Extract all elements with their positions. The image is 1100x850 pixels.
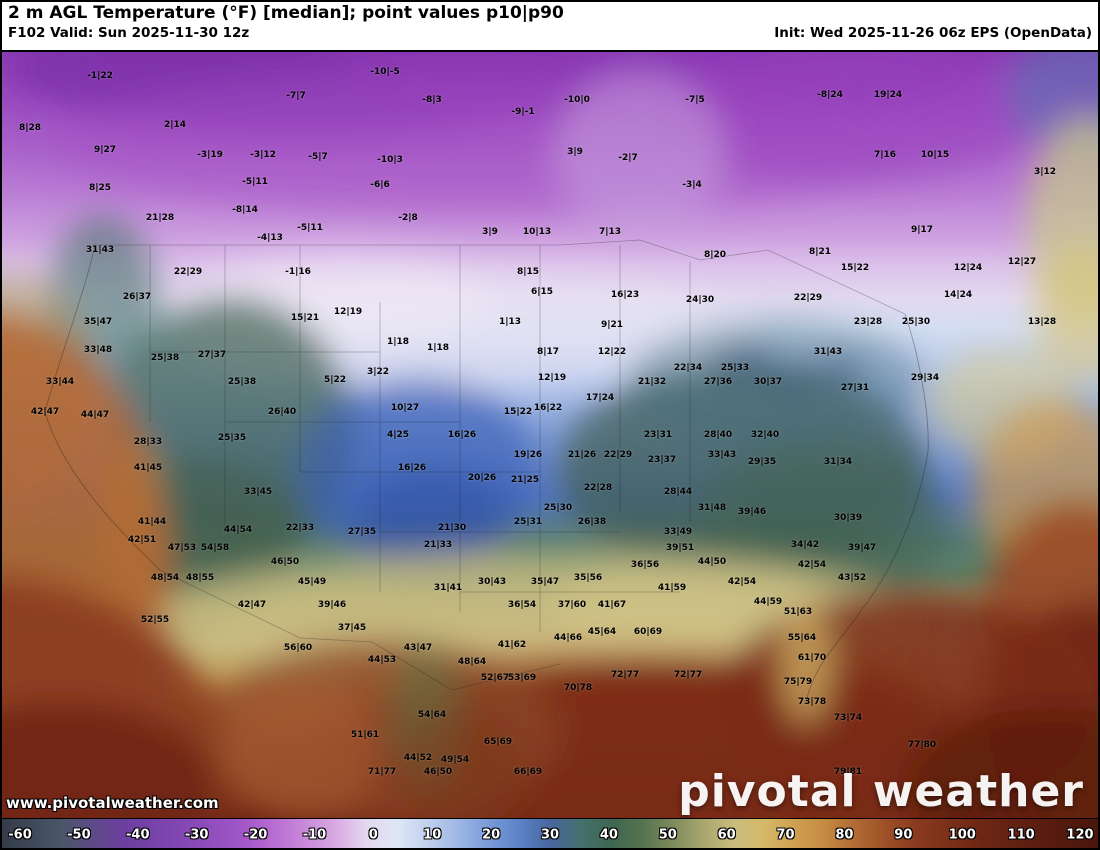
colorbar-tick-label: 60 <box>717 827 736 842</box>
colorbar-tick-label: -50 <box>67 827 91 842</box>
temperature-field-svg <box>0 52 1100 818</box>
coastlines <box>44 244 929 703</box>
colorbar-tick-label: 40 <box>599 827 618 842</box>
colorbar-tick-label: 30 <box>540 827 560 842</box>
colorbar-tick-label: 50 <box>658 827 677 842</box>
colorbar-tick-label: -20 <box>243 827 268 842</box>
temperature-field-blobs <box>0 52 1100 818</box>
valid-time-label: F102 Valid: Sun 2025-11-30 12z <box>8 25 250 42</box>
colorbar-tick-label: 100 <box>948 827 976 842</box>
pivotal-weather-logo: pivotal weather <box>678 765 1084 817</box>
colorbar-tick-label: -40 <box>126 827 150 842</box>
colorbar-tick-label: 80 <box>835 827 854 842</box>
colorbar-tick-label: -60 <box>8 827 32 842</box>
colorbar-tick-label: 10 <box>423 827 442 842</box>
colorbar-tick-label: 0 <box>368 827 378 842</box>
colorbar-tick-label: 90 <box>894 827 913 842</box>
colorbar-tick-label: 20 <box>482 827 501 842</box>
colorbar-tick-label: 70 <box>776 827 795 842</box>
page-title: 2 m AGL Temperature (°F) [median]; point… <box>8 3 564 23</box>
colorbar-tick-label: 110 <box>1007 827 1035 842</box>
colorbar-tick-label: -10 <box>302 827 327 842</box>
state-borders <box>92 239 906 691</box>
temperature-colorbar: -60 -50 -40 -30 -20 -10 0 10 20 30 40 50 60 70 80 90 100… <box>0 818 1100 850</box>
init-time-label: Init: Wed 2025-11-26 06z EPS (OpenData) <box>774 25 1092 42</box>
colorbar-tick-label: -30 <box>184 827 209 842</box>
watermark-url: www.pivotalweather.com <box>6 794 219 812</box>
header-subrow: F102 Valid: Sun 2025-11-30 12z Init: Wed… <box>8 25 1092 41</box>
temperature-map: -1|22 -10|-5 -7|7 -8|3 -10|0 -7|5 -9|-1 -8|24 19… <box>0 52 1100 818</box>
header: 2 m AGL Temperature (°F) [median]; point… <box>0 0 1100 52</box>
colorbar-tick-label: 120 <box>1066 827 1094 842</box>
